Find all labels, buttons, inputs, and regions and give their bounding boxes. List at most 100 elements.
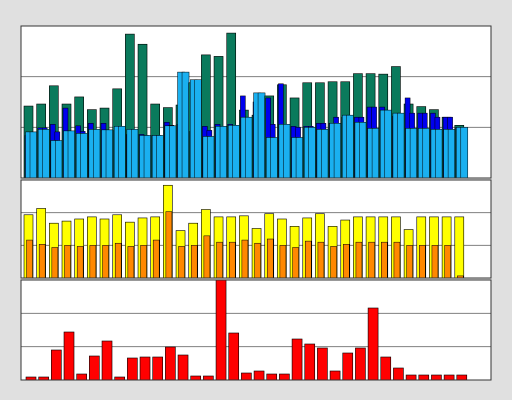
bar-series-c [355, 347, 366, 381]
bar-series-b-inner [266, 238, 274, 279]
bar-value [384, 109, 393, 179]
bar-series-b-inner [279, 245, 287, 279]
bar-series-b-inner [178, 246, 185, 279]
bar-series-b-inner [368, 241, 375, 279]
bar-series-c [89, 355, 100, 381]
bar-series-c [152, 356, 163, 381]
bar-value [169, 125, 177, 179]
bar-series-c [291, 338, 303, 381]
bar-series-b-inner [228, 241, 236, 279]
bar-value [118, 126, 126, 179]
bar-series-c [139, 356, 151, 381]
bar-series-b [454, 216, 465, 279]
bar-series-c [51, 349, 62, 381]
bar-value [295, 137, 304, 179]
bar-value [93, 129, 101, 179]
bar-series-c [266, 373, 278, 381]
bar-series-c [241, 372, 252, 381]
bar-series-b-inner [381, 241, 388, 279]
bar-series-b-inner [190, 245, 198, 279]
bar-series-b-inner [165, 211, 173, 279]
bar-series-b-inner [254, 242, 261, 279]
bar-series-b-inner [64, 245, 71, 279]
bar-series-c [177, 354, 189, 381]
bar-series-c [405, 374, 417, 381]
bar-series-b-inner [444, 245, 451, 279]
bar-value [460, 127, 469, 179]
bar-series-c [203, 375, 214, 381]
bar-series-b-inner [114, 242, 122, 279]
plot-frame [20, 25, 492, 179]
bar-value [232, 125, 240, 179]
bar-value [397, 112, 405, 179]
bar-series-c [215, 279, 227, 381]
bar-series-c [76, 373, 87, 381]
plot-frame [20, 279, 492, 381]
bar-series-c [63, 331, 75, 381]
bar-value [131, 129, 139, 179]
bar-series-b-inner [343, 244, 350, 279]
bar-series-c [443, 374, 455, 381]
bar-value [422, 128, 431, 179]
bar-series-c [418, 374, 430, 381]
bar-value [283, 124, 291, 179]
bar-series-b-inner [419, 245, 426, 279]
bar-value [29, 131, 38, 179]
bar-value [409, 128, 418, 179]
bar-series-c [190, 375, 202, 381]
bar-series-c [127, 357, 138, 381]
bar-series-b-inner [406, 245, 413, 279]
bar-series-c [304, 343, 316, 381]
bar-value [219, 126, 228, 179]
bar-series-b-inner [393, 241, 401, 279]
bar-series-c [101, 340, 113, 381]
bar-value [42, 129, 50, 179]
bar-series-c [431, 374, 442, 381]
bar-series-c [253, 370, 265, 381]
bar-series-b-inner [26, 239, 33, 279]
bar-series-b-inner [203, 235, 211, 279]
panel-bottom [20, 279, 492, 381]
bar-value [194, 79, 202, 179]
bar-series-c [456, 374, 468, 381]
bar-series-b-inner [152, 239, 160, 279]
bar-series-b-inner [38, 244, 46, 279]
bar-series-b-inner [76, 246, 84, 279]
bar-value [80, 133, 88, 179]
bar-series-b-inner [216, 241, 223, 279]
bar-series-b-inner [51, 247, 59, 279]
panel-top [20, 25, 492, 179]
bar-series-b-inner [431, 245, 439, 279]
bar-value [333, 123, 342, 179]
panel-middle [20, 179, 492, 279]
bar-value [346, 114, 354, 179]
bar-value [359, 122, 367, 179]
bar-series-b-inner [317, 241, 325, 279]
bar-series-c [393, 367, 404, 381]
bar-series-c [342, 352, 354, 381]
bar-value [156, 135, 164, 179]
bar-value [447, 129, 456, 179]
bar-value [245, 116, 253, 179]
bar-series-b-inner [304, 240, 312, 279]
bar-value [207, 136, 215, 179]
bar-series-b-inner [89, 245, 97, 279]
bar-value [321, 129, 329, 179]
bar-series-c [329, 370, 341, 381]
bar-series-b-inner [102, 245, 109, 279]
bar-series-b-inner [292, 247, 299, 279]
bar-series-b-inner [140, 245, 147, 279]
bar-series-c [367, 307, 379, 381]
bar-series-b-inner [241, 239, 249, 279]
plot-frame [20, 179, 492, 279]
bar-value [181, 71, 190, 179]
bar-series-c [165, 346, 176, 381]
bar-value [67, 130, 76, 179]
bar-value [371, 128, 380, 179]
bar-value [270, 137, 278, 179]
bar-series-c [279, 373, 290, 381]
bar-value [308, 127, 316, 179]
bar-value [55, 140, 63, 179]
bar-value [435, 129, 443, 179]
